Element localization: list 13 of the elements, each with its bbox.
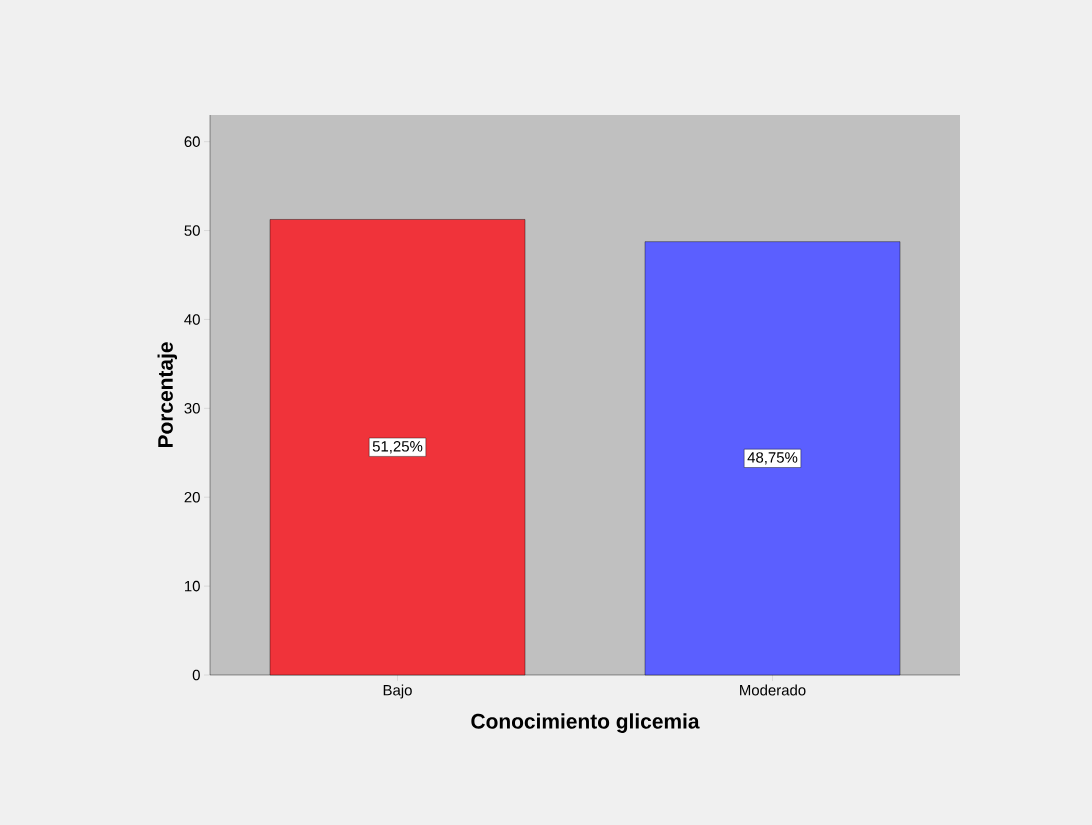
y-tick-label: 0 — [192, 669, 200, 681]
y-axis-title: Porcentaje — [157, 342, 178, 448]
x-tick-label: Moderado — [740, 684, 806, 696]
y-tick-label: 60 — [184, 136, 200, 147]
y-tick-label: 50 — [184, 225, 200, 236]
y-tick-label: 10 — [185, 580, 200, 592]
data-label: 48,75% — [747, 452, 798, 465]
x-axis-title: Conocimiento glicemia — [471, 713, 700, 733]
y-tick-label: 40 — [184, 314, 200, 325]
x-tick-label: Bajo — [383, 684, 412, 699]
y-tick-label: 30 — [184, 403, 200, 414]
data-label: 51,25% — [372, 441, 423, 454]
y-tick-label: 20 — [184, 491, 200, 503]
